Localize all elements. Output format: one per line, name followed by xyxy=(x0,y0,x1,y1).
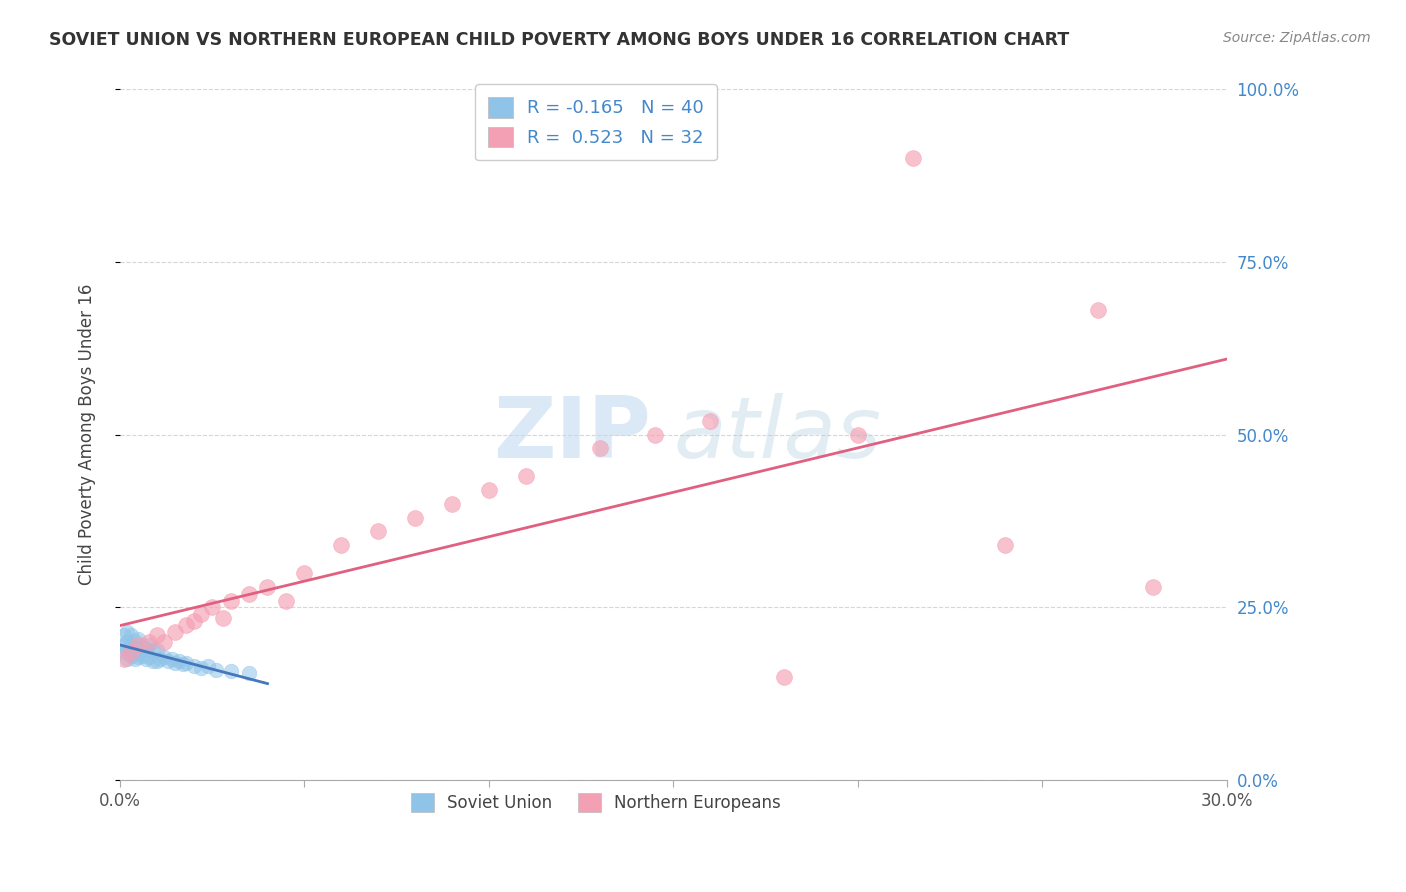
Point xyxy=(515,469,537,483)
Point xyxy=(146,654,169,668)
Point xyxy=(117,624,139,639)
Point xyxy=(138,639,160,653)
Point xyxy=(167,654,190,668)
Point xyxy=(588,442,610,456)
Point xyxy=(1142,580,1164,594)
Point xyxy=(112,652,135,666)
Point xyxy=(127,650,149,665)
Point xyxy=(149,652,172,666)
Point xyxy=(165,624,187,639)
Point xyxy=(127,632,149,646)
Point xyxy=(176,656,198,670)
Point xyxy=(112,628,135,642)
Point xyxy=(190,661,212,675)
Point xyxy=(117,652,139,666)
Point xyxy=(644,427,666,442)
Text: ZIP: ZIP xyxy=(494,393,651,476)
Point xyxy=(135,642,157,657)
Point xyxy=(212,611,235,625)
Point xyxy=(156,654,179,668)
Point xyxy=(131,638,153,652)
Point xyxy=(120,645,142,659)
Point xyxy=(120,639,142,653)
Point xyxy=(994,538,1017,552)
Text: SOVIET UNION VS NORTHERN EUROPEAN CHILD POVERTY AMONG BOYS UNDER 16 CORRELATION : SOVIET UNION VS NORTHERN EUROPEAN CHILD … xyxy=(49,31,1070,49)
Point xyxy=(124,652,146,666)
Point xyxy=(197,659,219,673)
Point xyxy=(112,645,135,659)
Point xyxy=(190,607,212,622)
Point xyxy=(404,510,426,524)
Point xyxy=(138,650,160,665)
Point xyxy=(846,427,869,442)
Point xyxy=(127,640,149,655)
Text: Source: ZipAtlas.com: Source: ZipAtlas.com xyxy=(1223,31,1371,45)
Point xyxy=(440,497,463,511)
Point xyxy=(138,635,160,649)
Point xyxy=(142,643,165,657)
Y-axis label: Child Poverty Among Boys Under 16: Child Poverty Among Boys Under 16 xyxy=(79,284,96,585)
Point xyxy=(153,635,176,649)
Point xyxy=(238,666,260,681)
Point xyxy=(330,538,353,552)
Point xyxy=(183,659,205,673)
Point xyxy=(117,635,139,649)
Point xyxy=(478,483,501,497)
Point xyxy=(219,593,242,607)
Text: atlas: atlas xyxy=(673,393,882,476)
Point xyxy=(120,648,142,663)
Point xyxy=(1087,303,1109,318)
Point xyxy=(120,628,142,642)
Point xyxy=(773,670,796,684)
Point xyxy=(124,643,146,657)
Point xyxy=(153,650,176,665)
Point xyxy=(183,615,205,629)
Point xyxy=(201,600,224,615)
Point xyxy=(699,414,721,428)
Point xyxy=(256,580,278,594)
Point xyxy=(367,524,389,539)
Point xyxy=(127,639,149,653)
Point xyxy=(112,639,135,653)
Point xyxy=(238,586,260,600)
Point xyxy=(135,652,157,666)
Point xyxy=(219,664,242,678)
Point xyxy=(205,663,228,677)
Point xyxy=(172,657,194,672)
Point xyxy=(176,617,198,632)
Point xyxy=(142,654,165,668)
Legend: Soviet Union, Northern Europeans: Soviet Union, Northern Europeans xyxy=(399,781,793,824)
Point xyxy=(274,593,297,607)
Point xyxy=(124,633,146,648)
Point xyxy=(146,628,169,642)
Point xyxy=(131,648,153,663)
Point xyxy=(146,643,169,657)
Point xyxy=(165,656,187,670)
Point xyxy=(117,643,139,657)
Point xyxy=(292,566,315,580)
Point xyxy=(160,652,183,666)
Point xyxy=(903,151,925,165)
